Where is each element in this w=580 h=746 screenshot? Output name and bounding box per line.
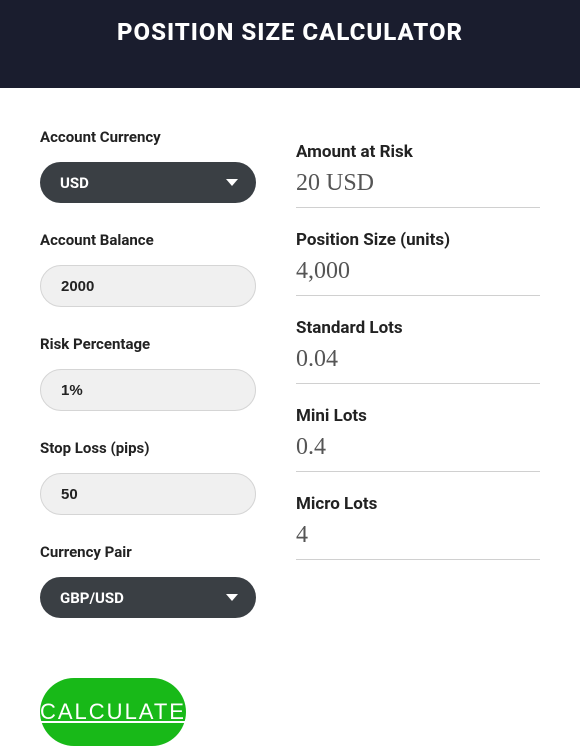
micro-lots-row: Micro Lots 4 xyxy=(296,494,540,560)
stop-loss-label: Stop Loss (pips) xyxy=(40,439,256,457)
currency-pair-field: Currency Pair GBP/USD xyxy=(40,543,256,618)
amount-at-risk-label: Amount at Risk xyxy=(296,142,540,162)
calculate-button-label: CALCULATE xyxy=(40,699,186,725)
micro-lots-value: 4 xyxy=(296,522,540,549)
content-area: Account Currency USD Account Balance Ris… xyxy=(0,88,580,666)
account-currency-select[interactable]: USD xyxy=(40,162,256,203)
stop-loss-field: Stop Loss (pips) xyxy=(40,439,256,515)
risk-percentage-field: Risk Percentage xyxy=(40,335,256,411)
caret-down-icon xyxy=(226,594,238,601)
account-balance-input[interactable] xyxy=(40,265,256,307)
standard-lots-value: 0.04 xyxy=(296,346,540,373)
position-size-value: 4,000 xyxy=(296,258,540,285)
amount-at-risk-row: Amount at Risk 20 USD xyxy=(296,142,540,208)
mini-lots-row: Mini Lots 0.4 xyxy=(296,406,540,472)
page-header: POSITION SIZE CALCULATOR xyxy=(0,0,580,88)
currency-pair-value: GBP/USD xyxy=(60,589,124,607)
account-currency-value: USD xyxy=(60,174,89,192)
risk-percentage-input[interactable] xyxy=(40,369,256,411)
account-currency-field: Account Currency USD xyxy=(40,128,256,203)
account-currency-label: Account Currency xyxy=(40,128,256,146)
results-column: Amount at Risk 20 USD Position Size (uni… xyxy=(296,128,540,646)
caret-down-icon xyxy=(226,179,238,186)
inputs-column: Account Currency USD Account Balance Ris… xyxy=(40,128,256,646)
account-balance-field: Account Balance xyxy=(40,231,256,307)
stop-loss-input[interactable] xyxy=(40,473,256,515)
standard-lots-row: Standard Lots 0.04 xyxy=(296,318,540,384)
currency-pair-select[interactable]: GBP/USD xyxy=(40,577,256,618)
micro-lots-label: Micro Lots xyxy=(296,494,540,514)
mini-lots-label: Mini Lots xyxy=(296,406,540,426)
mini-lots-value: 0.4 xyxy=(296,434,540,461)
currency-pair-label: Currency Pair xyxy=(40,543,256,561)
risk-percentage-label: Risk Percentage xyxy=(40,335,256,353)
amount-at-risk-value: 20 USD xyxy=(296,170,540,197)
calculate-button[interactable]: CALCULATE xyxy=(40,678,186,746)
page-title: POSITION SIZE CALCULATOR xyxy=(0,18,580,46)
position-size-label: Position Size (units) xyxy=(296,230,540,250)
standard-lots-label: Standard Lots xyxy=(296,318,540,338)
position-size-row: Position Size (units) 4,000 xyxy=(296,230,540,296)
account-balance-label: Account Balance xyxy=(40,231,256,249)
